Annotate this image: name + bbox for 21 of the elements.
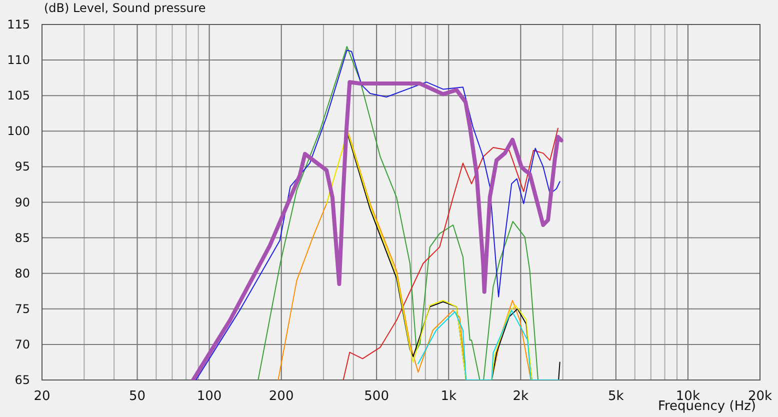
x-tick-label: 10k (676, 389, 700, 404)
x-tick-label: 20 (34, 389, 50, 404)
y-tick-label: 100 (7, 124, 30, 138)
y-tick-label: 65 (14, 373, 30, 387)
y-tick-label: 80 (14, 266, 30, 280)
y-tick-label: 75 (14, 302, 30, 316)
x-tick-label: 5k (608, 389, 624, 404)
y-tick-label: 70 (14, 337, 30, 352)
x-tick-label: 1k (440, 389, 457, 404)
x-tick-label: 2k (512, 389, 530, 404)
y-tick-label: 90 (14, 195, 30, 210)
x-tick-label: 200 (268, 389, 294, 404)
y-tick-label: 95 (14, 160, 30, 174)
x-tick-label: 50 (128, 389, 146, 404)
x-tick-label: 100 (196, 389, 222, 404)
y-tick-label: 85 (14, 230, 30, 245)
y-tick-label: 110 (7, 53, 30, 68)
x-tick-label: 500 (364, 389, 389, 404)
y-axis-title: (dB) Level, Sound pressure (44, 1, 206, 15)
y-tick-label: 115 (7, 18, 30, 32)
y-tick-label: 105 (7, 88, 30, 103)
